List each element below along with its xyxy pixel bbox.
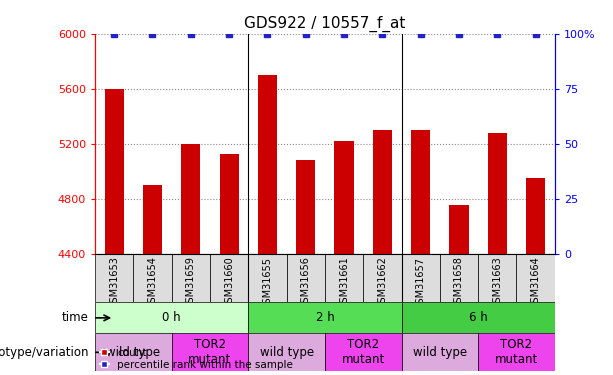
FancyBboxPatch shape: [516, 254, 555, 302]
Text: GSM31653: GSM31653: [109, 256, 119, 309]
Text: GSM31655: GSM31655: [262, 256, 272, 310]
FancyBboxPatch shape: [402, 333, 478, 371]
Text: GSM31654: GSM31654: [148, 256, 158, 309]
FancyBboxPatch shape: [248, 302, 402, 333]
Text: 2 h: 2 h: [316, 311, 334, 324]
FancyBboxPatch shape: [95, 254, 134, 302]
Text: genotype/variation: genotype/variation: [0, 346, 89, 359]
FancyBboxPatch shape: [325, 333, 402, 371]
Text: TOR2
mutant: TOR2 mutant: [495, 338, 538, 366]
Text: 6 h: 6 h: [469, 311, 487, 324]
Bar: [335, 141, 354, 254]
FancyBboxPatch shape: [248, 333, 325, 371]
Bar: [181, 144, 200, 254]
Bar: [526, 178, 545, 254]
FancyBboxPatch shape: [440, 254, 478, 302]
FancyBboxPatch shape: [172, 333, 248, 371]
FancyBboxPatch shape: [95, 333, 172, 371]
Text: GSM31664: GSM31664: [531, 256, 541, 309]
FancyBboxPatch shape: [363, 254, 402, 302]
Text: wild type: wild type: [259, 346, 314, 359]
FancyBboxPatch shape: [478, 333, 555, 371]
FancyBboxPatch shape: [248, 254, 287, 302]
Bar: [105, 89, 124, 254]
Bar: [219, 154, 238, 254]
FancyBboxPatch shape: [402, 302, 555, 333]
Text: GSM31661: GSM31661: [339, 256, 349, 309]
Text: GSM31658: GSM31658: [454, 256, 464, 309]
Bar: [488, 133, 507, 254]
Text: TOR2
mutant: TOR2 mutant: [341, 338, 385, 366]
FancyBboxPatch shape: [172, 254, 210, 302]
Bar: [258, 75, 277, 254]
Text: GSM31656: GSM31656: [301, 256, 311, 309]
Bar: [411, 130, 430, 254]
Bar: [296, 160, 315, 254]
Title: GDS922 / 10557_f_at: GDS922 / 10557_f_at: [244, 16, 406, 32]
Text: GSM31662: GSM31662: [378, 256, 387, 309]
FancyBboxPatch shape: [325, 254, 363, 302]
Text: time: time: [62, 311, 89, 324]
FancyBboxPatch shape: [134, 254, 172, 302]
Bar: [143, 185, 162, 254]
Text: TOR2
mutant: TOR2 mutant: [188, 338, 232, 366]
Text: GSM31657: GSM31657: [416, 256, 425, 310]
Text: wild type: wild type: [106, 346, 161, 359]
Text: GSM31660: GSM31660: [224, 256, 234, 309]
Bar: [373, 130, 392, 254]
Text: 0 h: 0 h: [162, 311, 181, 324]
FancyBboxPatch shape: [95, 302, 248, 333]
Text: wild type: wild type: [413, 346, 467, 359]
Bar: [449, 205, 468, 254]
FancyBboxPatch shape: [210, 254, 248, 302]
FancyBboxPatch shape: [402, 254, 440, 302]
Legend: count, percentile rank within the sample: count, percentile rank within the sample: [100, 348, 293, 370]
FancyBboxPatch shape: [478, 254, 516, 302]
Text: GSM31659: GSM31659: [186, 256, 196, 309]
Text: GSM31663: GSM31663: [492, 256, 502, 309]
FancyBboxPatch shape: [287, 254, 325, 302]
